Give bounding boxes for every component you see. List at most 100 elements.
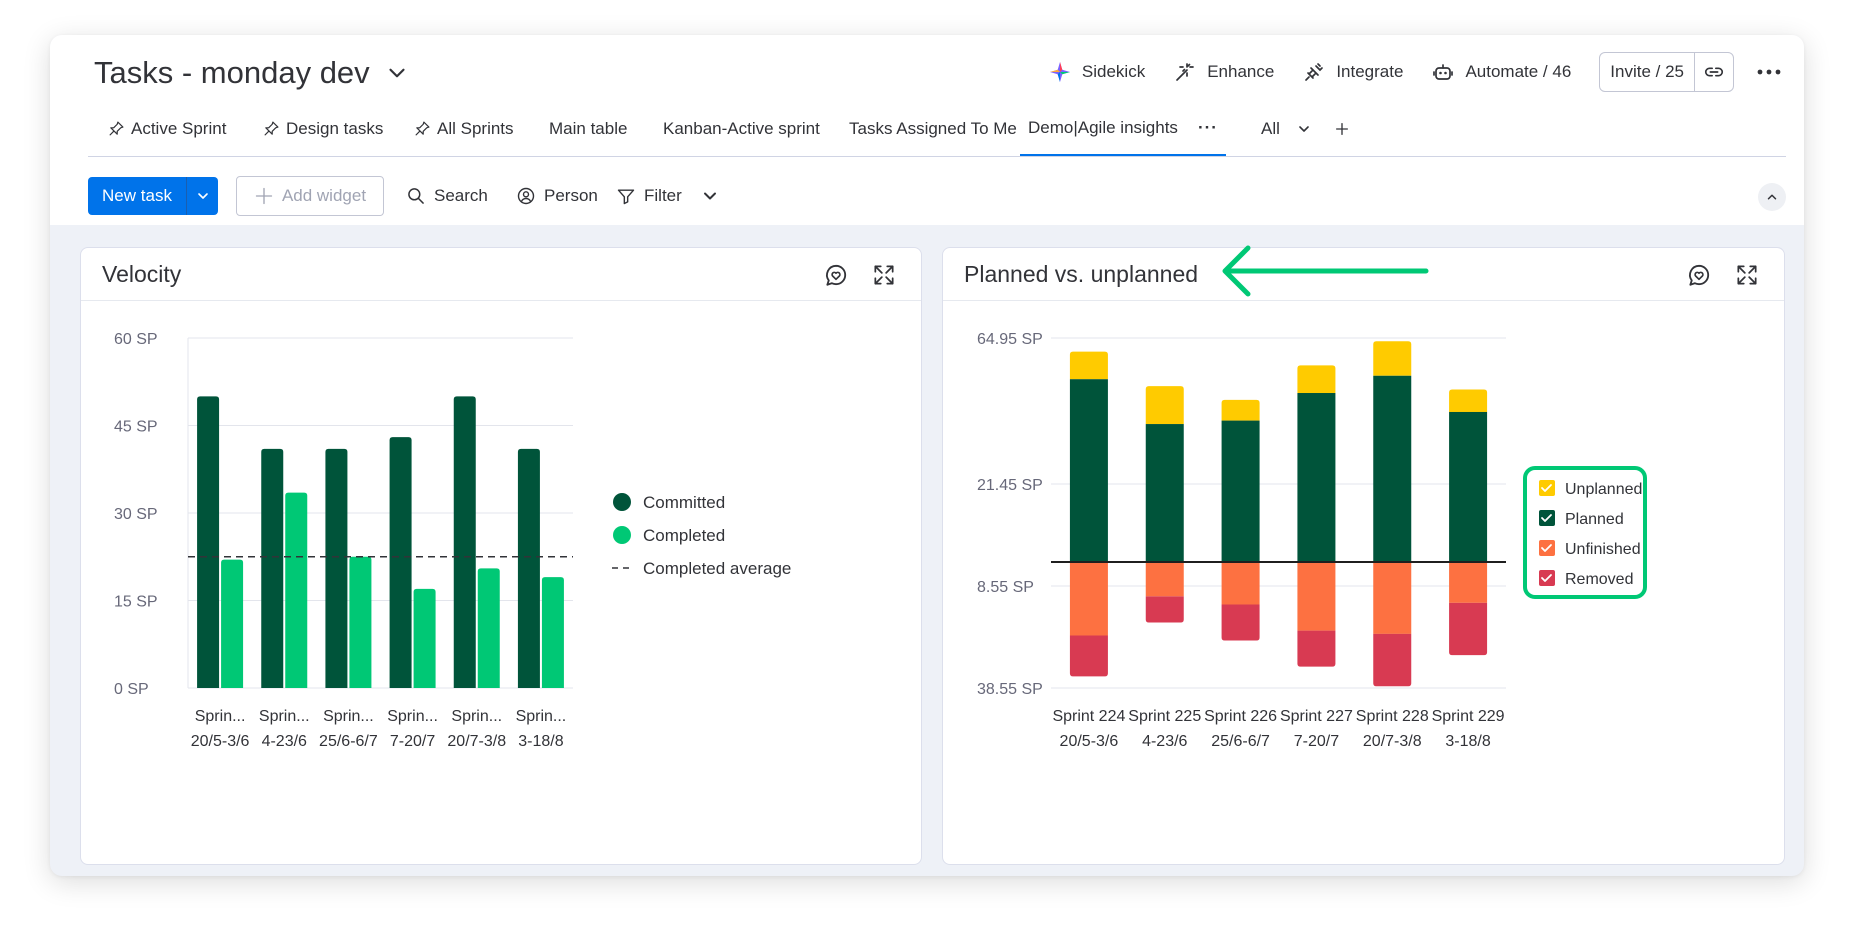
tab-label: Demo|Agile insights — [1028, 117, 1178, 137]
bar-unfinished — [1297, 562, 1336, 631]
bar-committed — [517, 448, 540, 688]
y-tick-label: 38.55 SP — [977, 681, 1043, 698]
search-button[interactable]: Search — [406, 177, 488, 215]
tab-label: Main table — [549, 118, 628, 138]
bar-unfinished — [1069, 562, 1108, 636]
y-tick-label: 64.95 SP — [977, 331, 1043, 348]
enhance-label: Enhance — [1207, 62, 1275, 81]
search-label: Search — [434, 186, 488, 205]
bar-removed — [1449, 602, 1488, 656]
planned-widget-header: Planned vs. unplanned — [943, 248, 1784, 301]
link-icon — [1704, 67, 1724, 77]
x-tick-label: Sprin... — [195, 708, 246, 725]
bar-committed — [325, 448, 348, 688]
bar-planned — [1145, 424, 1184, 562]
search-icon — [408, 188, 424, 204]
annotation-arrow — [1222, 245, 1429, 297]
sidekick-button[interactable]: Sidekick — [1048, 60, 1145, 84]
enhance-button[interactable]: Enhance — [1173, 60, 1274, 84]
new-task-button[interactable]: New task — [88, 177, 218, 215]
tab-design-tasks[interactable]: Design tasks — [263, 101, 383, 156]
add-widget-button[interactable]: Add widget — [236, 176, 384, 216]
tab-main-table[interactable]: Main table — [549, 101, 627, 156]
robot-icon — [1433, 64, 1454, 80]
comment-icon[interactable] — [823, 262, 849, 288]
tab-kanban-active-sprint[interactable]: Kanban-Active sprint — [663, 101, 820, 156]
velocity-widget-header: Velocity — [81, 248, 921, 301]
bar-unplanned — [1221, 399, 1260, 421]
planned-unplanned-widget: 64.95 SP 21.45 SP 8.55 SP 38.55 SP Sprint 22… — [942, 247, 1785, 865]
bar-committed — [197, 396, 220, 688]
copy-link-button[interactable] — [1695, 53, 1733, 91]
plus-icon — [255, 187, 273, 205]
bar-completed — [221, 559, 244, 688]
y-tick-label: 30 SP — [114, 506, 158, 523]
x-tick-date-label: 25/6-6/7 — [1211, 733, 1270, 750]
planned-title: Planned vs. unplanned — [964, 261, 1199, 287]
bar-planned — [1449, 411, 1488, 562]
bar-planned — [1373, 375, 1412, 562]
legend-highlight-box — [1523, 466, 1647, 599]
pin-icon — [264, 121, 279, 136]
add-view-button[interactable] — [1334, 101, 1350, 156]
expand-icon[interactable] — [1734, 262, 1760, 288]
legend-label-planned: Planned — [1565, 511, 1624, 528]
bar-committed — [453, 396, 476, 688]
checkmark-icon — [1541, 484, 1552, 492]
tab-label: Tasks Assigned To Me — [849, 118, 1017, 138]
comment-icon[interactable] — [1686, 262, 1712, 288]
bar-unplanned — [1145, 386, 1184, 425]
invite-button[interactable]: Invite / 25 — [1600, 53, 1695, 91]
expand-icon[interactable] — [871, 262, 897, 288]
y-tick-label: 60 SP — [114, 331, 158, 348]
legend-label-unfinished: Unfinished — [1565, 541, 1641, 558]
board-title[interactable]: Tasks - monday dev — [94, 51, 410, 95]
velocity-widget: 60 SP 45 SP 30 SP 15 SP 0 SP Sprin... 20/5-3/6… — [80, 247, 922, 865]
tab-all-sprints[interactable]: All Sprints — [414, 101, 514, 156]
chevron-down-icon[interactable] — [384, 60, 410, 86]
y-tick-label: 0 SP — [114, 681, 149, 698]
x-tick-label: Sprint 225 — [1128, 708, 1201, 725]
plug-icon — [1305, 63, 1324, 81]
y-tick-label: 15 SP — [114, 594, 158, 611]
legend-label-unplanned: Unplanned — [1565, 481, 1642, 498]
x-tick-label: Sprint 229 — [1432, 708, 1505, 725]
bar-removed — [1069, 635, 1108, 677]
tabs-more-dropdown[interactable]: All — [1261, 101, 1312, 156]
legend-label-average: Completed average — [643, 559, 791, 578]
bar-unplanned — [1373, 341, 1412, 376]
sidekick-label: Sidekick — [1081, 62, 1146, 81]
tab-active-sprint[interactable]: Active Sprint — [108, 101, 226, 156]
invite-group: Invite / 25 — [1599, 52, 1734, 92]
automate-label: Automate / 46 — [1465, 62, 1572, 81]
board-toolbar: New task Add widget Search Person Filter — [88, 175, 1786, 217]
pin-icon — [109, 121, 124, 136]
velocity-title: Velocity — [102, 261, 182, 287]
x-tick-label: Sprint 226 — [1204, 708, 1277, 725]
tab-agile-insights[interactable]: Demo|Agile insights ··· — [1020, 101, 1226, 156]
x-tick-date-label: 20/5-3/6 — [191, 733, 250, 750]
filter-button[interactable]: Filter — [616, 177, 720, 215]
legend-label-committed: Committed — [643, 493, 725, 512]
filter-label: Filter — [644, 186, 682, 205]
bar-committed — [261, 448, 284, 688]
x-tick-label: Sprin... — [323, 708, 374, 725]
x-tick-date-label: 7-20/7 — [390, 733, 435, 750]
top-bar: Tasks - monday dev Sidekick Enhance — [50, 35, 1804, 225]
tab-tasks-assigned-to-me[interactable]: Tasks Assigned To Me — [849, 101, 1017, 156]
more-options-button[interactable] — [1754, 57, 1784, 87]
person-filter-button[interactable]: Person — [516, 177, 598, 215]
board-title-text: Tasks - monday dev — [94, 55, 370, 90]
more-dots-icon — [1757, 69, 1781, 75]
integrate-button[interactable]: Integrate — [1302, 60, 1403, 84]
automate-button[interactable]: Automate / 46 — [1431, 60, 1571, 84]
bar-unplanned — [1069, 351, 1108, 380]
bar-removed — [1297, 630, 1336, 667]
app-window: Tasks - monday dev Sidekick Enhance — [50, 35, 1804, 876]
magic-wand-icon — [1176, 63, 1195, 81]
chevron-down-icon[interactable] — [700, 186, 720, 206]
collapse-header-button[interactable] — [1758, 183, 1786, 211]
new-task-dropdown[interactable] — [186, 177, 218, 215]
bar-unfinished — [1221, 562, 1260, 605]
tab-more-icon[interactable]: ··· — [1197, 117, 1218, 137]
